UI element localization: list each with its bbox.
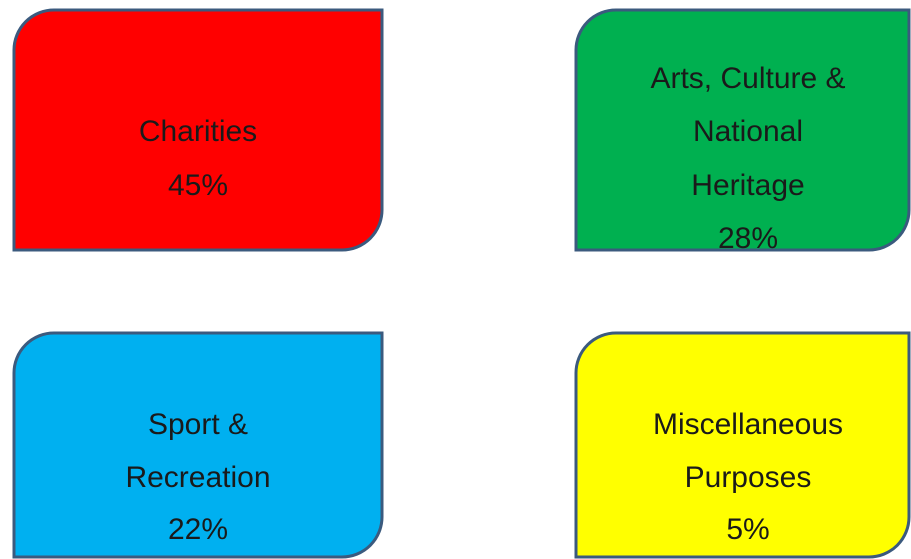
box-percent: 45% xyxy=(168,169,228,202)
box-label: Recreation xyxy=(125,461,270,494)
box-label: Miscellaneous xyxy=(653,408,843,441)
box xyxy=(12,8,384,252)
box-label: Heritage xyxy=(691,169,804,202)
box xyxy=(574,331,911,559)
box-percent: 28% xyxy=(718,222,778,255)
box-label: Purposes xyxy=(685,461,812,494)
box-percent: 22% xyxy=(168,513,228,546)
box xyxy=(574,8,911,252)
box-label: Charities xyxy=(139,115,257,148)
box xyxy=(12,331,384,559)
box-label: National xyxy=(693,115,803,148)
box-percent: 5% xyxy=(726,513,769,546)
box-label: Sport & xyxy=(148,408,248,441)
box-label: Arts, Culture & xyxy=(650,62,845,95)
